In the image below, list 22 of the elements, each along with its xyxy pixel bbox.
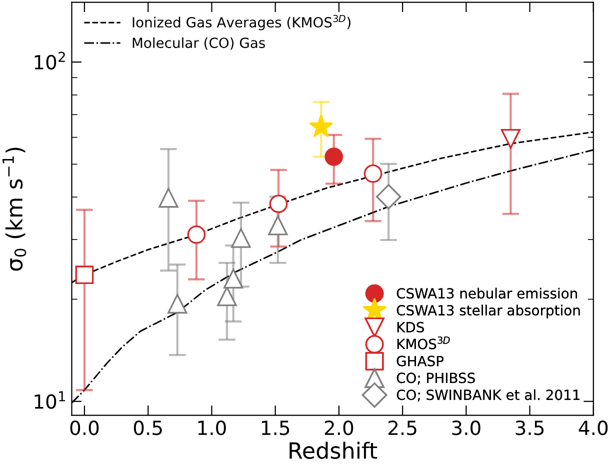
legend-label: CO; SWINBANK et al. 2011: [396, 389, 580, 402]
legend-label: KMOS$^{3D}$: [397, 336, 450, 350]
y-tick-label: 10$^{2}$: [34, 52, 65, 70]
y-axis-title: σ$_{0}$ (km s$^{−1}$): [2, 148, 26, 271]
x-tick-label: 1.5: [262, 420, 290, 436]
legend-label: CO; PHIBSS: [396, 372, 475, 385]
x-tick-label: 3.0: [452, 420, 480, 436]
legend-label: KDS: [397, 322, 424, 332]
x-tick-label: 4.0: [578, 420, 608, 436]
x-axis-title: Redshift: [290, 442, 378, 459]
legend-label: CSWA13 stellar absorption: [396, 304, 580, 318]
x-tick-label: 3.5: [516, 420, 544, 436]
x-tick-label: 0.5: [134, 420, 162, 436]
x-tick-label: 0.0: [70, 420, 99, 436]
x-tick-label: 2.0: [324, 420, 354, 436]
x-tick-label: 1.0: [198, 420, 226, 436]
legend-label: Ionized Gas Averages (KMOS$^{3D}$): [132, 14, 350, 30]
legend-label: GHASP: [396, 356, 444, 366]
y-tick-label: 10$^{1}$: [34, 391, 65, 409]
legend-label: Molecular (CO) Gas: [132, 37, 265, 50]
x-tick-label: 2.5: [388, 420, 416, 436]
legend-label: CSWA13 nebular emission: [396, 288, 577, 299]
